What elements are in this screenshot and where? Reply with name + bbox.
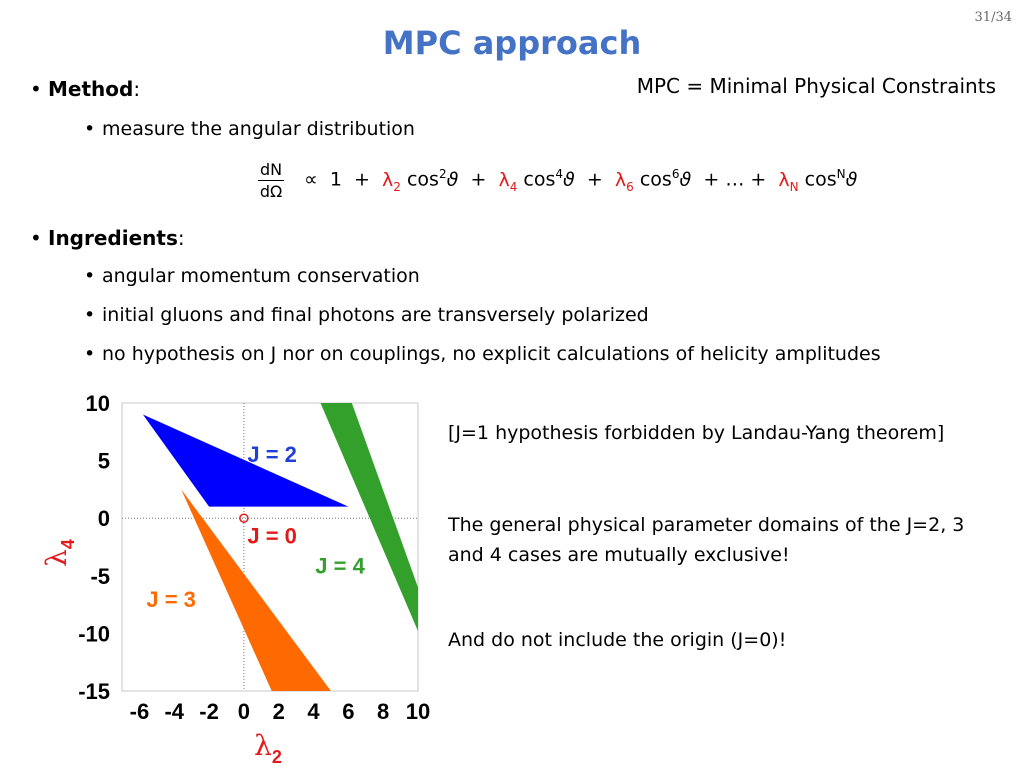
theta-symbol: ϑ [679, 168, 692, 191]
method-label: Method [48, 77, 134, 101]
fraction-denominator: dΩ [259, 182, 283, 201]
bullet-dot: • [84, 118, 96, 140]
x-tick-label: -6 [130, 699, 150, 724]
lambda-2: λ2 [382, 168, 401, 194]
label-j-2: J = 2 [247, 442, 297, 467]
ingredient-text: initial gluons and final photons are tra… [102, 304, 649, 326]
y-tick-label: 5 [98, 449, 110, 474]
plus-sign: + [750, 168, 767, 191]
lambda-6: λ6 [614, 168, 634, 194]
cos-term: cos [639, 168, 672, 191]
x-tick-label: -2 [199, 699, 219, 724]
bullet-dot: • [84, 343, 96, 365]
ellipsis: … [725, 168, 745, 191]
x-axis-label: λ2 [254, 729, 282, 767]
point-j-0 [239, 513, 249, 523]
label-j-3: J = 3 [146, 587, 196, 612]
slide-title: MPC approach [382, 24, 642, 62]
formula-fraction: dN dΩ [258, 160, 285, 201]
bullet-dot: • [30, 77, 42, 101]
x-tick-label: 10 [406, 699, 430, 724]
formula-one: 1 [329, 168, 342, 191]
plus-sign: + [703, 168, 720, 191]
x-tick-label: 2 [273, 699, 285, 724]
x-tick-label: -4 [164, 699, 184, 724]
ingredient-item: • initial gluons and final photons are tr… [84, 304, 649, 326]
ingredients-label: Ingredients [48, 226, 178, 250]
bullet-dot: • [30, 226, 42, 250]
angular-formula: dN dΩ ∝ 1 + λ2 cos2ϑ + λ4 cos4ϑ + λ6 cos… [258, 160, 857, 210]
bullet-dot: • [84, 304, 96, 326]
method-sub-text: measure the angular distribution [102, 118, 415, 140]
x-tick-label: 8 [377, 699, 389, 724]
cos-term: cos [406, 168, 439, 191]
ingredient-item: • angular momentum conservation [84, 265, 420, 287]
ingredient-text: angular momentum conservation [102, 265, 420, 287]
bullet-dot: • [84, 265, 96, 287]
method-sub-bullet: • measure the angular distribution [84, 118, 415, 140]
y-tick-label: 10 [86, 391, 110, 416]
ingredient-text: no hypothesis on J nor on couplings, no … [102, 343, 881, 365]
theta-symbol: ϑ [845, 168, 858, 191]
origin-note: And do not include the origin (J=0)! [448, 629, 787, 651]
cos-term: cos [523, 168, 556, 191]
theta-symbol: ϑ [563, 168, 575, 191]
plus-sign: + [470, 168, 487, 191]
y-tick-label: -15 [78, 679, 110, 704]
x-tick-label: 6 [342, 699, 354, 724]
x-tick-label: 4 [307, 699, 320, 724]
lambda-4: λ4 [498, 168, 518, 194]
lambda-n: λN [778, 168, 799, 194]
landau-yang-note: [J=1 hypothesis forbidden by Landau-Yang… [448, 422, 945, 444]
slide-number: 31/34 [974, 10, 1012, 25]
fraction-numerator: dN [258, 160, 285, 181]
plus-sign: + [586, 168, 603, 191]
y-tick-label: -10 [78, 621, 110, 646]
y-axis-label: λ4 [40, 539, 78, 567]
label-j-0: J = 0 [247, 524, 297, 549]
proportional-symbol: ∝ [304, 168, 318, 191]
cos-term: cos [804, 168, 837, 191]
ingredients-bullet: • Ingredients: [30, 226, 185, 250]
theta-symbol: ϑ [446, 168, 459, 191]
region-j-2 [142, 414, 349, 507]
label-j-4: J = 4 [315, 553, 365, 578]
plus-sign: + [354, 168, 370, 191]
y-tick-label: -5 [90, 564, 110, 589]
x-tick-label: 0 [238, 699, 250, 724]
method-bullet: • Method: [30, 77, 140, 101]
method-colon: : [133, 77, 141, 101]
ingredient-item: • no hypothesis on J nor on couplings, no… [84, 343, 881, 365]
mpc-note: MPC = Minimal Physical Constraints [636, 74, 996, 98]
exclusive-note: The general physical parameter domains o… [448, 514, 965, 566]
y-tick-label: 0 [98, 506, 110, 531]
formula-expression: ∝ 1 + λ2 cos2ϑ + λ4 cos4ϑ + λ6 cos6ϑ + …… [304, 167, 858, 194]
ingredients-colon: : [177, 226, 185, 250]
